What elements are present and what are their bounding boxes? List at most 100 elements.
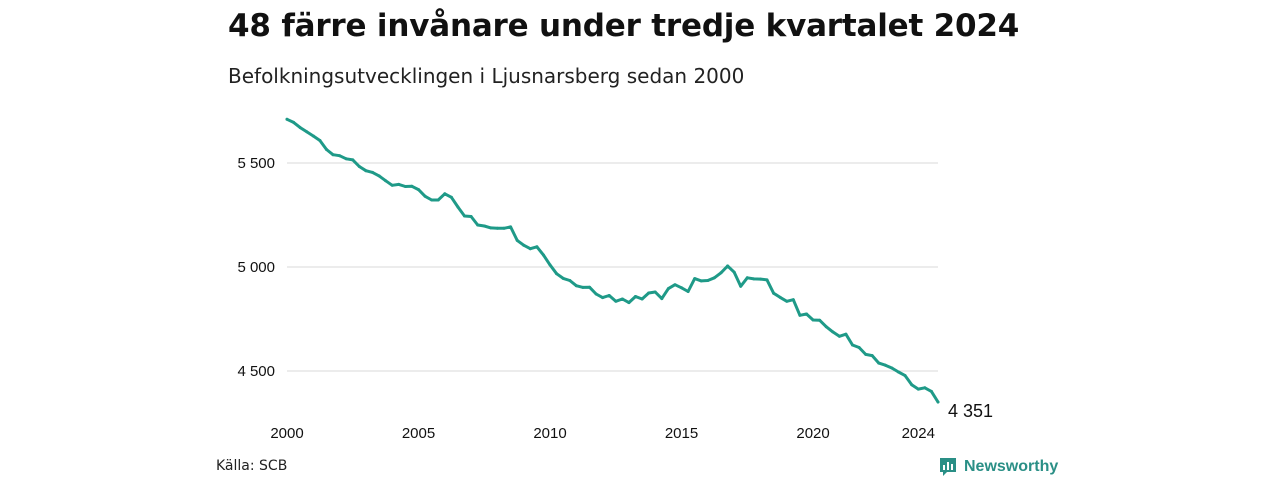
data-point xyxy=(594,292,598,296)
data-point xyxy=(805,312,808,316)
y-tick-label: 5 000 xyxy=(237,259,275,276)
data-point xyxy=(384,179,388,183)
data-point xyxy=(910,383,914,387)
data-point xyxy=(502,226,506,230)
data-point xyxy=(443,192,447,196)
data-point xyxy=(548,263,552,267)
data-point xyxy=(292,120,296,124)
data-point xyxy=(482,224,486,228)
data-point xyxy=(568,279,572,282)
data-point xyxy=(436,198,440,202)
data-point xyxy=(916,387,920,391)
data-point xyxy=(719,271,723,275)
data-point xyxy=(449,195,453,199)
data-point xyxy=(811,318,815,322)
y-tick-label: 4 500 xyxy=(237,363,275,380)
data-point xyxy=(712,276,716,280)
data-point xyxy=(923,386,927,390)
data-point xyxy=(489,226,493,230)
data-point xyxy=(390,183,394,187)
data-point xyxy=(542,253,545,257)
data-point xyxy=(311,134,315,138)
data-point xyxy=(798,313,802,317)
data-point xyxy=(706,279,710,282)
data-point xyxy=(883,363,887,367)
data-point xyxy=(403,185,407,188)
data-point xyxy=(903,374,907,378)
data-point xyxy=(680,286,683,290)
data-point xyxy=(890,366,894,370)
data-point xyxy=(515,238,519,242)
gridlines xyxy=(287,162,938,372)
x-tick-label: 2000 xyxy=(270,425,303,442)
data-point xyxy=(818,318,822,322)
data-point xyxy=(857,346,861,349)
data-point xyxy=(778,295,782,299)
data-points xyxy=(285,117,940,404)
y-tick-label: 5 500 xyxy=(237,155,275,172)
source-note: Källa: SCB xyxy=(216,458,288,474)
data-point xyxy=(423,194,427,198)
x-axis-ticks: 2000 2005 2010 2015 2020 2024 xyxy=(270,425,935,442)
data-point xyxy=(791,298,795,302)
data-point xyxy=(726,264,730,268)
x-tick-label: 2015 xyxy=(665,425,698,442)
data-point xyxy=(745,276,749,280)
x-tick-label: 2005 xyxy=(402,425,435,442)
data-point xyxy=(338,154,342,158)
data-point xyxy=(574,284,578,288)
data-point xyxy=(666,287,670,291)
data-point xyxy=(936,400,940,404)
data-point xyxy=(614,299,618,303)
data-point xyxy=(285,117,289,121)
data-point xyxy=(351,158,355,162)
chart-subtitle: Befolkningsutvecklingen i Ljusnarsberg s… xyxy=(228,64,745,88)
data-point xyxy=(752,277,756,281)
data-point xyxy=(660,297,664,301)
data-point xyxy=(588,285,591,289)
data-point xyxy=(693,277,697,281)
x-tick-label: 2010 xyxy=(533,425,566,442)
data-point xyxy=(561,276,565,280)
y-axis-ticks: 4 500 5 000 5 500 xyxy=(237,155,275,380)
data-point xyxy=(785,299,789,303)
data-point xyxy=(732,270,736,274)
data-point xyxy=(653,290,657,294)
data-point xyxy=(627,301,631,305)
data-point xyxy=(331,153,335,157)
data-point xyxy=(759,277,762,281)
data-point xyxy=(831,330,835,334)
data-point xyxy=(463,214,466,218)
data-point xyxy=(870,354,874,358)
data-point xyxy=(699,279,703,283)
data-point xyxy=(377,174,381,178)
data-point xyxy=(634,295,637,298)
data-point xyxy=(555,272,559,276)
data-point xyxy=(371,170,374,174)
data-point xyxy=(410,184,414,188)
last-value-label: 4 351 xyxy=(948,401,993,421)
data-point xyxy=(897,370,900,374)
data-point xyxy=(765,278,769,282)
data-point xyxy=(298,126,302,130)
data-point xyxy=(397,182,401,186)
x-tick-label: 2024 xyxy=(902,425,935,442)
data-point xyxy=(417,188,420,192)
data-point xyxy=(535,245,539,249)
data-point xyxy=(620,297,624,301)
data-point xyxy=(601,296,605,300)
data-point xyxy=(864,352,868,356)
data-point xyxy=(686,290,690,293)
data-point xyxy=(318,139,322,142)
chart-title: 48 färre invånare under tredje kvartalet… xyxy=(228,8,1020,44)
data-point xyxy=(673,283,677,287)
brand-logo: Newsworthy xyxy=(938,456,1058,478)
data-point xyxy=(305,130,309,134)
data-point xyxy=(929,389,933,393)
brand-name: Newsworthy xyxy=(964,458,1059,475)
data-point xyxy=(456,205,460,209)
data-point xyxy=(877,361,881,365)
data-point xyxy=(476,223,480,227)
data-point xyxy=(528,247,532,251)
